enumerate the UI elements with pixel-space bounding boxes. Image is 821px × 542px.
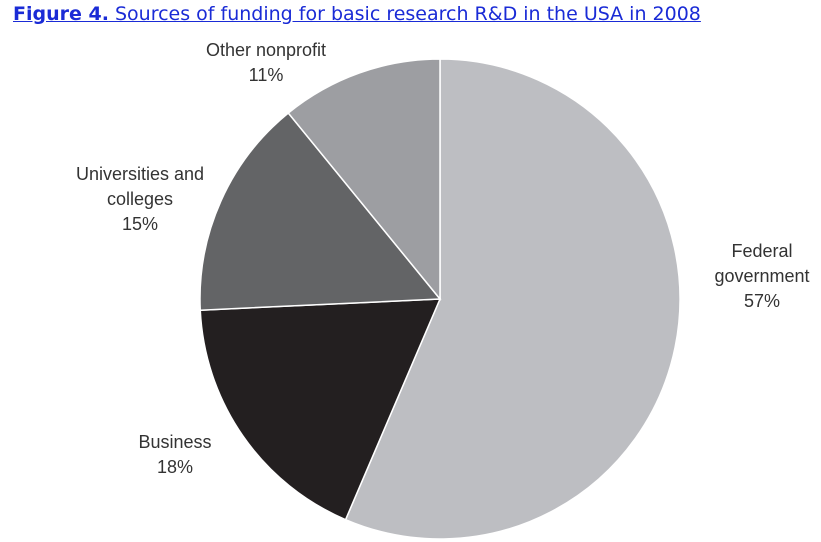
figure-number: Figure 4. (13, 3, 109, 25)
slice-name-label: colleges (107, 189, 173, 209)
slice-name-label: Business (138, 432, 211, 452)
slice-value-label: 11% (249, 65, 284, 85)
slice-name-label: Federal (731, 241, 792, 261)
slice-labels: Federal government 57% Business 18% Universit… (76, 40, 810, 477)
pie-slices (199, 58, 681, 540)
slice-name-label: Universities and (76, 164, 204, 184)
pie-slice-3 (199, 111, 442, 311)
slice-label-2: Business 18% (138, 432, 211, 477)
slice-label-3: Universities and colleges 15% (76, 164, 204, 234)
slice-label-4: Other nonprofit 11% (206, 40, 326, 85)
pie-slice-2 (199, 298, 442, 521)
slice-name-label: Other nonprofit (206, 40, 326, 60)
slice-value-label: 57% (744, 291, 780, 311)
figure-caption: Figure 4. Sources of funding for basic r… (13, 3, 701, 25)
figure-title: Sources of funding for basic research R&… (114, 3, 701, 25)
slice-value-label: 18% (157, 457, 193, 477)
pie-slice-1 (344, 58, 681, 540)
slice-value-label: 15% (122, 214, 158, 234)
slice-name-label: government (714, 266, 809, 286)
slice-label-1: Federal government 57% (714, 241, 809, 311)
pie-slice-4 (287, 58, 441, 302)
